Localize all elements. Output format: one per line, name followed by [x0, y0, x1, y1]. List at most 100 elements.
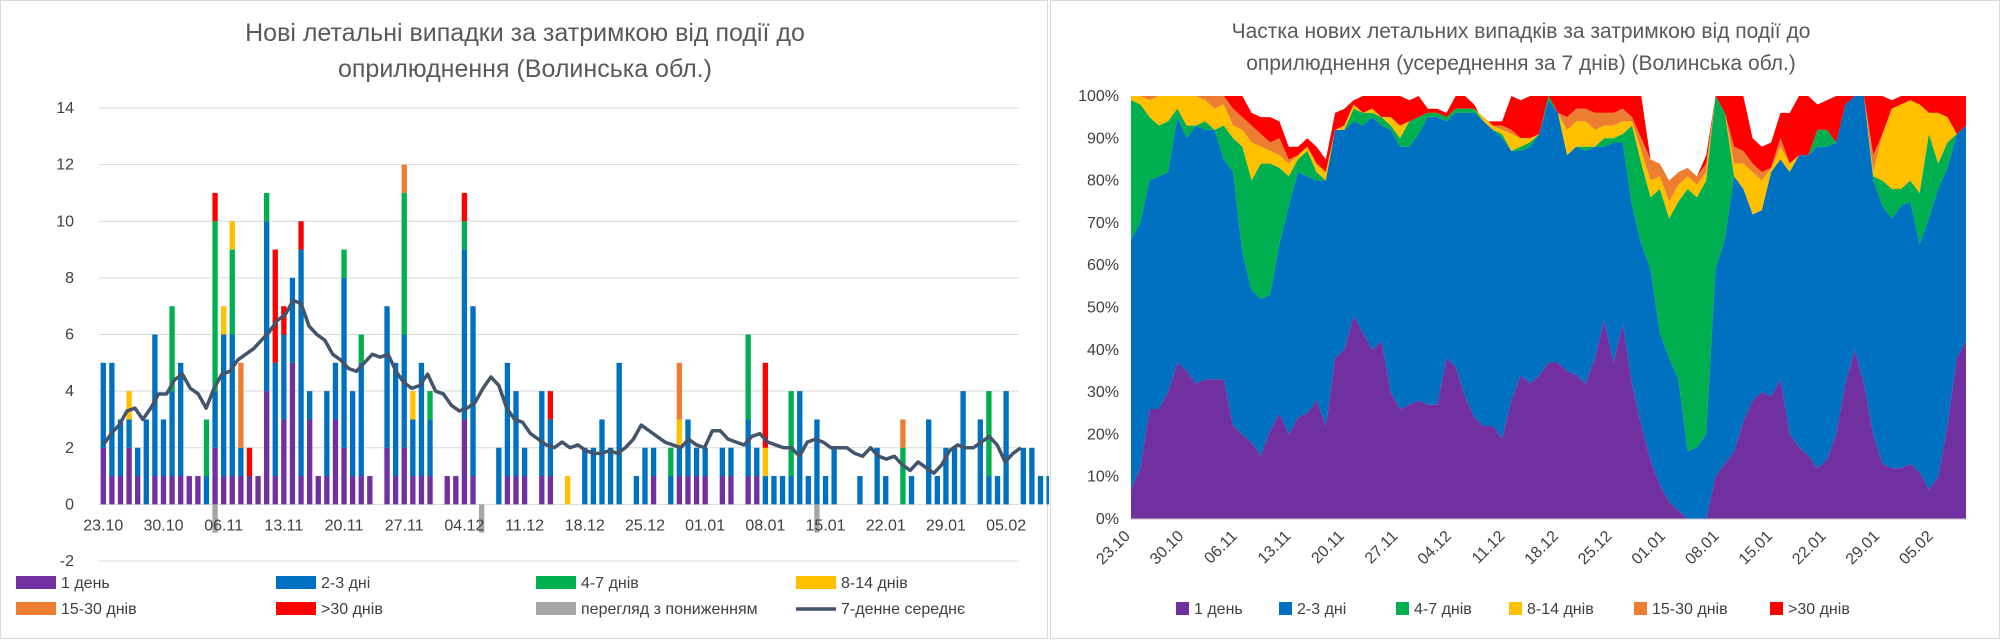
bar-segment [762, 476, 769, 505]
bar-segment [745, 476, 751, 505]
bar-segment [779, 476, 786, 505]
x-tick-label: 27.11 [1362, 528, 1402, 568]
bar-segment [547, 476, 554, 505]
bar-segment [1037, 476, 1044, 505]
bar-segment [212, 192, 218, 222]
bar-segment [263, 391, 270, 505]
bar-segment [1046, 476, 1049, 505]
bar-segment [771, 476, 777, 505]
bar-segment [126, 391, 132, 420]
bar-segment [685, 476, 691, 505]
bar-segment [238, 362, 244, 448]
x-tick-label: 04.12 [1415, 528, 1455, 568]
bar-segment [152, 476, 158, 505]
x-tick-label: 23.10 [1093, 528, 1133, 568]
x-tick-label: 11.12 [1469, 528, 1509, 568]
y-tick-label: 60% [1087, 257, 1119, 274]
legend-swatch [1634, 602, 1647, 615]
bar-segment [135, 476, 141, 505]
bar-segment [229, 221, 235, 250]
bar-segment [994, 476, 1001, 505]
bar-segment [513, 476, 519, 505]
x-tick-label: 25.12 [1575, 528, 1615, 568]
bar-segment [169, 391, 175, 477]
bar-segment [805, 476, 812, 505]
bar-segment [934, 476, 940, 505]
bar-segment [427, 476, 433, 505]
bar-segment [513, 391, 519, 477]
bar-segment [470, 476, 476, 505]
bar-segment [401, 192, 407, 335]
bar-segment [349, 391, 356, 477]
bar-segment [599, 419, 605, 505]
bar-segment [117, 476, 124, 505]
chart-title-line-2: оприлюднення (усереднення за 7 днів) (Во… [1246, 52, 1796, 75]
bar-segment [504, 362, 511, 477]
bar-segment [754, 476, 760, 505]
bar-segment [676, 476, 683, 505]
bar-segment [1029, 447, 1035, 505]
bar-segment [564, 476, 571, 505]
y-tick-label: 20% [1087, 426, 1119, 443]
bar-segment [332, 362, 339, 420]
bar-segment [831, 447, 837, 505]
chart-title-line-1: Частка нових летальних випадків за затри… [1232, 20, 1811, 43]
x-tick-label: 05.02 [986, 517, 1026, 534]
legend-label: 1 день [1194, 601, 1243, 618]
bar-segment [401, 334, 407, 448]
bar-segment [367, 476, 373, 505]
x-tick-label: 13.11 [1255, 528, 1295, 568]
bar-segment [728, 447, 734, 477]
bar-segment [427, 419, 433, 477]
y-tick-label: 70% [1087, 215, 1119, 232]
y-tick-label: 0% [1096, 511, 1119, 528]
y-tick-label: 10 [56, 213, 74, 230]
bar-segment [203, 476, 210, 505]
bar-segment [461, 221, 468, 250]
bar-segment [401, 164, 407, 193]
bar-segment [547, 391, 554, 420]
x-tick-label: 18.12 [1522, 528, 1562, 568]
x-tick-label: 27.11 [385, 517, 424, 534]
bar-segment [504, 476, 511, 505]
x-tick-label: 25.12 [625, 517, 665, 534]
legend-label: >30 днів [1788, 601, 1850, 618]
bar-segment [263, 221, 270, 392]
bar-segment [143, 419, 149, 505]
legend-label: 15-30 днів [1652, 601, 1728, 618]
bar-segment [298, 476, 304, 505]
bar-segment [169, 306, 175, 392]
avg-line-group [101, 298, 1022, 475]
y-tick-label: 40% [1087, 342, 1119, 359]
bar-segment [160, 419, 167, 477]
bar-segment [762, 362, 769, 448]
bar-segment [702, 447, 708, 477]
bar-segment [693, 476, 700, 505]
x-tick-label: 18.12 [565, 517, 605, 534]
legend-label: 15-30 днів [61, 601, 137, 618]
area-chart: Частка нових летальних випадків за затри… [1078, 20, 1966, 618]
downgrade-bar [212, 504, 218, 533]
legend-label: 2-3 дні [321, 575, 370, 592]
bar-segment [358, 362, 364, 477]
bar-segment [160, 476, 167, 505]
bar-segment [306, 391, 313, 420]
bars [100, 164, 1049, 533]
bar-segment [874, 447, 880, 505]
chart-panel-right: Частка нових летальних випадків за затри… [1050, 0, 2000, 639]
bar-segment [685, 419, 691, 477]
bar-segment [788, 476, 794, 505]
bar-segment [298, 221, 304, 250]
bar-segment [521, 476, 528, 505]
legend-swatch [536, 602, 576, 615]
legend-swatch [1279, 602, 1292, 615]
bar-segment [109, 476, 115, 505]
legend-swatch [276, 576, 316, 589]
bar-segment [289, 362, 296, 505]
x-tick-label: 22.01 [1789, 528, 1829, 568]
bar-segment [908, 476, 915, 505]
y-tick-label: 12 [56, 157, 74, 174]
bar-segment [461, 249, 468, 420]
legend-swatch [276, 602, 316, 615]
legend-swatch [1396, 602, 1409, 615]
